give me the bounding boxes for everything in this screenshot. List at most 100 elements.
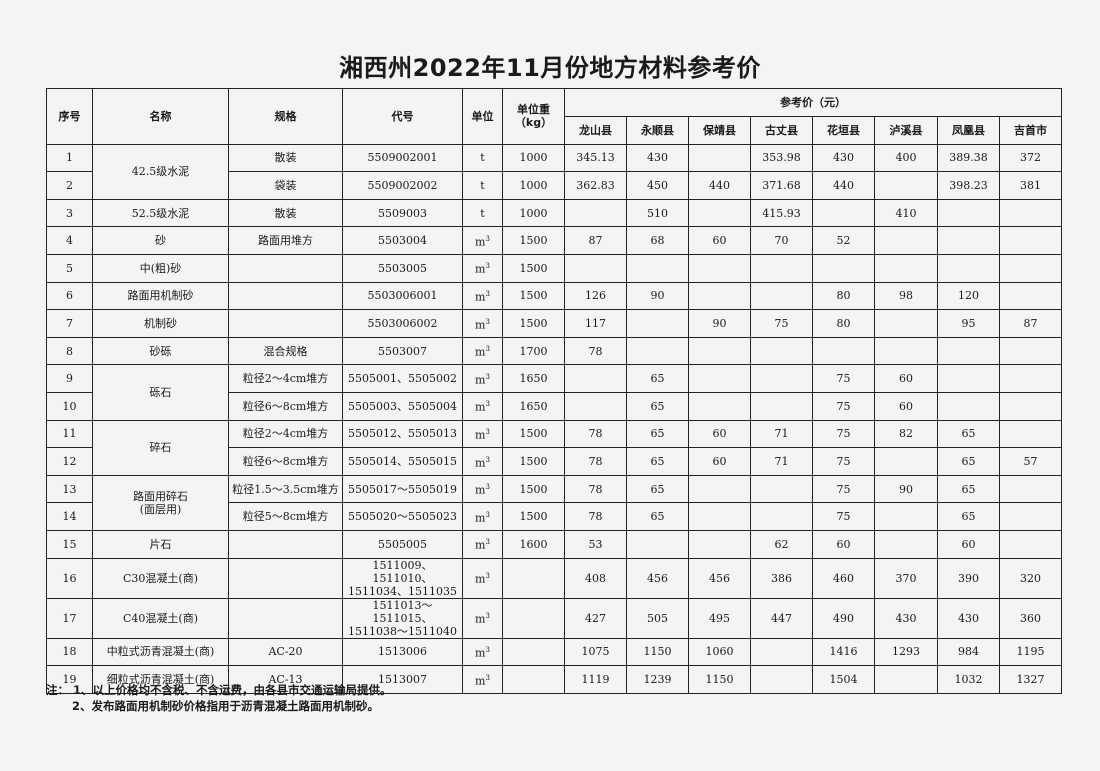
cell-price [999,391,1062,421]
cell-price: 65 [626,391,689,421]
cell-price [999,281,1062,311]
table-row: 19 细粒式沥青混凝土(商) AC-13 1513007 m3 1119 1239 1150 1… [46,665,1062,694]
cell-price: 390 [937,557,1000,599]
note-2: 2、发布路面用机制砂价格指用于沥青混凝土路面用机制砂。 [72,699,379,713]
header-county: 泸溪县 [874,116,938,145]
cell-code: 5505001、5505002 [342,364,463,393]
cell-price: 1060 [688,637,751,667]
cell-unit: t [462,198,503,228]
table-row: 5 中(粗)砂 5503005 m3 1500 [46,253,1062,283]
cell-spec: 袋装 [228,171,343,200]
cell-code: 5503005 [342,253,463,283]
header-county: 龙山县 [564,116,627,145]
header-county: 永顺县 [626,116,689,145]
cell-name: 碎石 [92,419,229,476]
cell-spec: 粒径1.5～3.5cm堆方 [228,474,343,504]
cell-price: 65 [937,502,1000,531]
cell-price: 120 [937,281,1000,311]
cell-price: 78 [564,336,627,366]
cell-price: 65 [937,474,1000,504]
cell-seq: 6 [46,281,93,311]
cell-price: 75 [812,474,875,504]
cell-seq: 12 [46,447,93,476]
cell-price: 372 [999,143,1062,173]
cell-price: 389.38 [937,143,1000,173]
cell-price [999,198,1062,228]
cell-spec [228,253,343,283]
cell-price: 75 [812,391,875,421]
cell-price [874,336,938,366]
cell-price [688,391,751,421]
cell-seq: 2 [46,171,93,200]
cell-price: 57 [999,447,1062,476]
header-county: 花垣县 [812,116,875,145]
cell-spec: 粒径6～8cm堆方 [228,391,343,421]
cell-price: 371.68 [750,171,813,200]
cell-price: 52 [812,226,875,255]
cell-code: 5505003、5505004 [342,391,463,421]
cell-price: 362.83 [564,171,627,200]
cell-price: 75 [812,364,875,393]
cell-code: 5505014、5505015 [342,447,463,476]
cell-unit-weight: 1500 [502,281,565,311]
cell-price: 1032 [937,665,1000,694]
cell-price: 430 [874,597,938,639]
cell-unit: m3 [462,474,503,504]
header-county: 凤凰县 [937,116,1000,145]
cell-price [688,364,751,393]
cell-seq: 17 [46,597,93,639]
cell-unit: m3 [462,597,503,639]
cell-unit: t [462,143,503,173]
cell-seq: 8 [46,336,93,366]
cell-unit: m3 [462,665,503,694]
cell-price [812,336,875,366]
cell-price [874,502,938,531]
cell-price: 65 [626,419,689,449]
cell-price: 1504 [812,665,875,694]
cell-price: 1150 [626,637,689,667]
notes: 注： 1、以上价格均不含税、不含运费，由各县市交通运输局提供。 2、发布路面用机… [46,682,392,714]
note-1: 注： 1、以上价格均不含税、不含运费，由各县市交通运输局提供。 [46,683,392,697]
cell-price: 370 [874,557,938,599]
cell-price [750,336,813,366]
header-unit: 单位 [462,88,503,145]
cell-price [999,253,1062,283]
cell-price: 360 [999,597,1062,639]
cell-price: 60 [874,364,938,393]
cell-unit: m3 [462,391,503,421]
cell-spec: 散装 [228,143,343,173]
cell-price [564,364,627,393]
cell-name: 片石 [92,529,229,559]
cell-price [750,281,813,311]
cell-code: 5505020～5505023 [342,502,463,531]
cell-price: 430 [812,143,875,173]
cell-price: 60 [688,419,751,449]
cell-price [999,529,1062,559]
cell-price: 386 [750,557,813,599]
cell-price [812,253,875,283]
cell-spec: 粒径6～8cm堆方 [228,447,343,476]
cell-price [688,281,751,311]
cell-price [564,253,627,283]
cell-price: 456 [688,557,751,599]
header-seq: 序号 [46,88,93,145]
cell-price [688,198,751,228]
header-price-group: 参考价（元） [564,88,1062,117]
cell-unit-weight: 1600 [502,529,565,559]
cell-code: 1513007 [342,665,463,694]
cell-price: 415.93 [750,198,813,228]
cell-price [750,474,813,504]
cell-price: 1119 [564,665,627,694]
table-row: 18 中粒式沥青混凝土(商) AC-20 1513006 m3 1075 1150 1060 1… [46,637,1062,667]
cell-name: 砂 [92,226,229,255]
cell-unit: m3 [462,447,503,476]
cell-spec: AC-20 [228,637,343,667]
table-row: 3 52.5级水泥 散装 5509003 t 1000 510 415.93 410 [46,198,1062,228]
cell-price: 60 [937,529,1000,559]
cell-unit-weight: 1000 [502,143,565,173]
cell-seq: 1 [46,143,93,173]
cell-price [999,474,1062,504]
cell-spec [228,281,343,311]
cell-price [750,391,813,421]
cell-price: 53 [564,529,627,559]
